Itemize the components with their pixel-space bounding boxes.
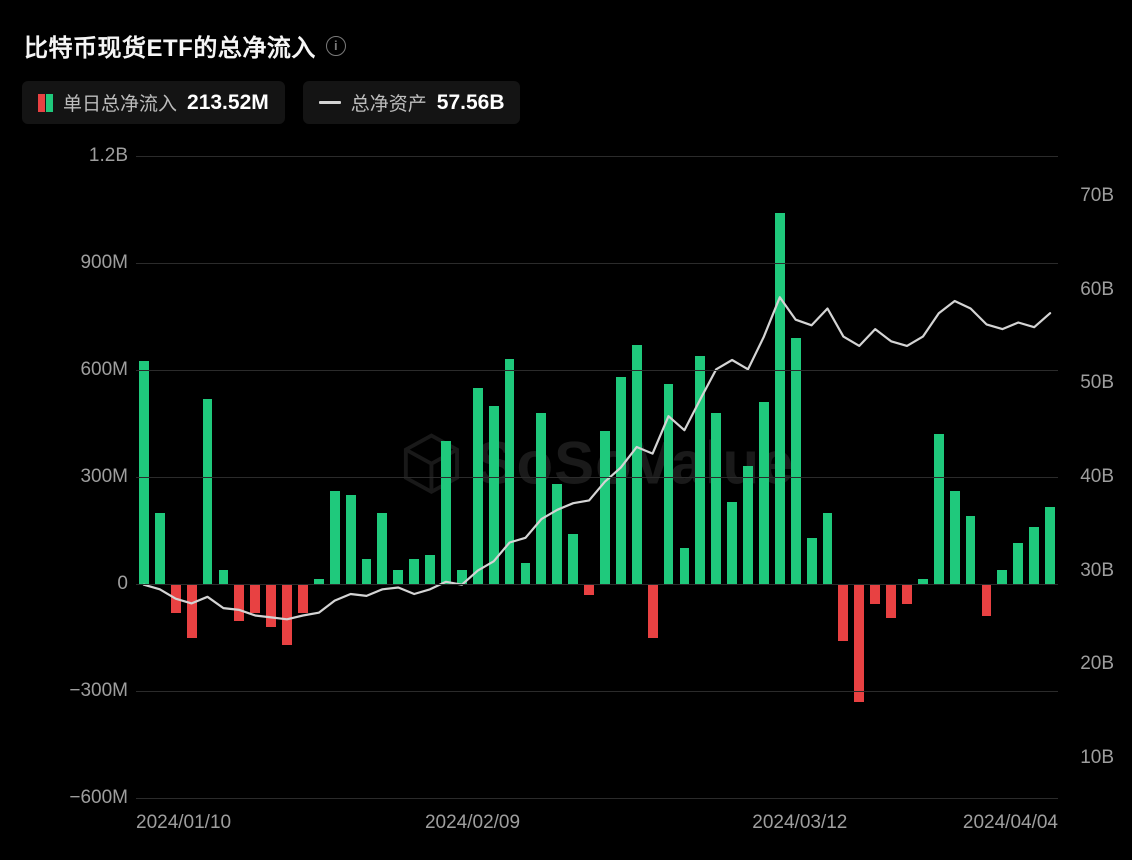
info-icon[interactable]: i: [326, 36, 346, 56]
y-axis-right-label: 20B: [1066, 653, 1114, 675]
legend-label: 单日总净流入: [63, 89, 177, 116]
gridline: [136, 691, 1058, 692]
legend: 单日总净流入 213.52M 总净资产 57.56B: [18, 81, 1114, 124]
y-axis-left-label: 1.2B: [18, 145, 128, 167]
y-axis-left-label: −300M: [18, 680, 128, 702]
title-row: 比特币现货ETF的总净流入 i: [18, 28, 1114, 63]
y-axis-right-label: 40B: [1066, 466, 1114, 488]
y-axis-left-label: 0: [18, 573, 128, 595]
chart-title: 比特币现货ETF的总净流入: [24, 28, 316, 63]
plot-area[interactable]: SoSoValue: [136, 156, 1058, 798]
legend-value: 213.52M: [187, 91, 269, 115]
y-axis-left-label: 600M: [18, 359, 128, 381]
y-axis-right-label: 30B: [1066, 560, 1114, 582]
gridline: [136, 370, 1058, 371]
bar-icon: [38, 94, 53, 112]
gridline: [136, 477, 1058, 478]
net-assets-line[interactable]: [144, 297, 1050, 619]
x-axis-label: 2024/03/12: [752, 812, 847, 834]
gridline: [136, 156, 1058, 157]
x-axis-label: 2024/01/10: [136, 812, 231, 834]
legend-daily-inflow[interactable]: 单日总净流入 213.52M: [22, 81, 285, 124]
y-axis-left-label: 300M: [18, 466, 128, 488]
y-axis-right-label: 50B: [1066, 372, 1114, 394]
legend-label: 总净资产: [351, 89, 427, 116]
x-axis-label: 2024/04/04: [963, 812, 1058, 834]
chart-zone: SoSoValue −600M −300M 0 300M 600M 900M 1.2B 10B…: [18, 146, 1114, 846]
gridline: [136, 263, 1058, 264]
y-axis-right-label: 10B: [1066, 747, 1114, 769]
gridline: [136, 798, 1058, 799]
gridline: [136, 584, 1058, 585]
y-axis-right-label: 60B: [1066, 279, 1114, 301]
y-axis-right-label: 70B: [1066, 185, 1114, 207]
y-axis-left-label: 900M: [18, 252, 128, 274]
chart-card: 比特币现货ETF的总净流入 i 单日总净流入 213.52M 总净资产 57.5…: [0, 0, 1132, 860]
line-icon: [319, 101, 341, 104]
legend-value: 57.56B: [437, 91, 505, 115]
x-axis-label: 2024/02/09: [425, 812, 520, 834]
legend-net-assets[interactable]: 总净资产 57.56B: [303, 81, 521, 124]
y-axis-left-label: −600M: [18, 787, 128, 809]
